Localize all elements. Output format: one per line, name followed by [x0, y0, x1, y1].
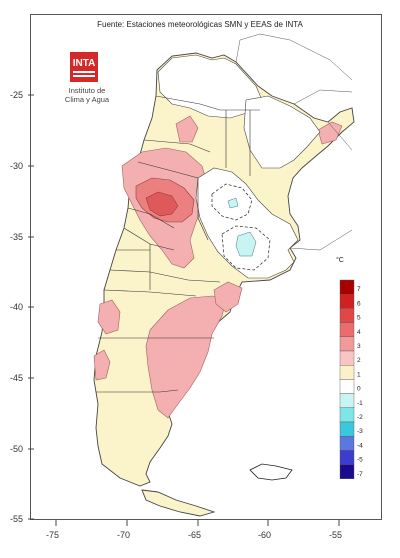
neighbor-borders [235, 33, 353, 251]
anomaly-northeast-2 [317, 121, 343, 145]
lon-label: -65 [188, 530, 201, 540]
anomaly-andes-2 [97, 299, 121, 335]
legend-swatch [339, 421, 355, 437]
legend-label: -4 [357, 442, 363, 449]
institute-line-2: Clima y Agua [64, 95, 110, 104]
legend-label: -7 [357, 471, 363, 478]
lat-label: -55 [10, 514, 23, 524]
lat-label: -30 [10, 161, 23, 171]
legend-swatch [339, 350, 355, 366]
legend-label: -3 [357, 428, 363, 435]
anomaly-cool-1b [235, 231, 257, 257]
lon-label: -55 [329, 530, 342, 540]
lat-label: -45 [10, 373, 23, 383]
legend-swatch [339, 279, 355, 295]
legend-swatch [339, 322, 355, 338]
lat-ticks: -25 -30 -35 -40 -45 -50 -55 [10, 90, 34, 524]
anomaly-coast-2 [213, 281, 243, 313]
legend-label: 6 [357, 300, 361, 307]
legend-swatch [339, 365, 355, 380]
malvinas [249, 463, 293, 481]
anomaly-andes-south-2 [93, 349, 111, 381]
anomaly-cuyo-4 [145, 191, 179, 217]
anomaly-cool-1 [227, 197, 239, 209]
legend-swatch [339, 294, 355, 309]
legend-label: 0 [357, 386, 361, 393]
institute-line-1: Instituto de [68, 86, 106, 95]
legend-swatch [339, 379, 355, 394]
legend-label: 3 [357, 343, 361, 350]
legend-label: 7 [357, 286, 361, 293]
lon-ticks: -75 -70 -65 -60 -55 [46, 520, 342, 540]
legend-label: 1 [357, 371, 361, 378]
lon-label: -75 [46, 530, 59, 540]
province-lines [96, 95, 260, 393]
legend-label: -5 [357, 457, 363, 464]
legend-label: 4 [357, 329, 361, 336]
logo-text: INTA [73, 58, 96, 69]
lat-label: -40 [10, 302, 23, 312]
institute-label: Instituto de Clima y Agua [62, 86, 112, 104]
legend-swatch [339, 308, 355, 323]
legend-swatch [339, 393, 355, 409]
lon-label: -70 [117, 530, 130, 540]
zero-contour-1 [211, 183, 253, 221]
neutral-center [195, 167, 299, 279]
neutral-northeast [243, 95, 321, 169]
legend-swatch [339, 464, 355, 480]
map-title: Fuente: Estaciones meteorológicas SMN y … [97, 20, 303, 29]
anomaly-north-2 [175, 115, 199, 143]
legend-label: -1 [357, 400, 363, 407]
legend-swatch [339, 450, 355, 465]
legend-label: 5 [357, 315, 361, 322]
inta-logo: INTA [70, 52, 98, 82]
zero-contour-2 [221, 225, 271, 271]
country-fill [93, 52, 355, 487]
legend-swatch [339, 436, 355, 451]
legend-bar: 7 6 5 4 3 2 1 0 -1 -2 -3 -4 -5 -7 [339, 279, 363, 480]
legend-label: -2 [357, 414, 363, 421]
tierra-del-fuego [141, 489, 216, 517]
legend-title: °C [336, 256, 344, 264]
lat-label: -50 [10, 444, 23, 454]
lat-label: -35 [10, 232, 23, 242]
lon-label: -60 [258, 530, 271, 540]
legend-label: 2 [357, 357, 361, 364]
legend-swatch [339, 336, 355, 352]
anomaly-patagonia-2 [145, 295, 227, 419]
legend-swatch [339, 407, 355, 423]
lat-label: -25 [10, 90, 23, 100]
